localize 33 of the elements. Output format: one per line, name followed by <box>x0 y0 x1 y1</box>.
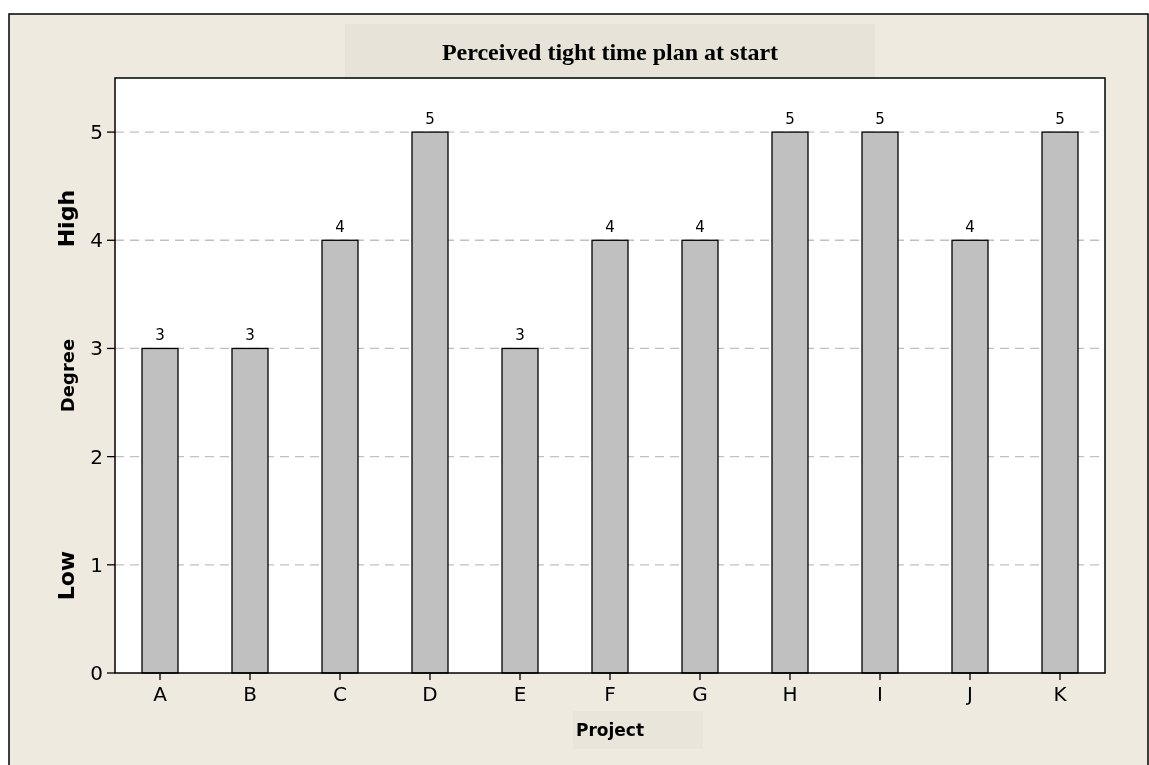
data-label: 4 <box>965 218 975 237</box>
data-label: 5 <box>1055 110 1065 129</box>
y-tick-label: 5 <box>90 120 103 145</box>
data-label: 5 <box>425 110 435 129</box>
data-label: 4 <box>695 218 705 237</box>
text: Low <box>54 550 79 601</box>
x-tick-label: F <box>604 682 616 706</box>
data-label: 3 <box>155 326 165 345</box>
x-tick-label: H <box>782 682 798 706</box>
text: High <box>54 189 79 248</box>
x-tick-label: J <box>965 682 973 706</box>
y-axis-title: Degree <box>57 338 78 413</box>
x-tick-label: I <box>877 682 883 706</box>
data-label: 5 <box>785 110 795 129</box>
data-label: 5 <box>875 110 885 129</box>
y-tick-label: 3 <box>90 336 103 361</box>
x-tick-label: B <box>243 682 257 706</box>
data-label: 4 <box>335 218 345 237</box>
x-tick-label: A <box>153 682 168 706</box>
data-label: 4 <box>605 218 615 237</box>
x-tick-label: E <box>513 682 527 706</box>
y-tick-label: 0 <box>90 661 103 685</box>
x-tick-label: G <box>692 682 708 706</box>
x-tick-label: D <box>422 682 438 706</box>
x-axis-title: Project <box>575 720 645 740</box>
x-tick-label: K <box>1053 682 1068 706</box>
y-tick-label: 2 <box>90 444 103 469</box>
data-label: 3 <box>245 326 255 345</box>
chart-title: Perceived tight time plan at start <box>441 39 779 65</box>
data-label: 3 <box>515 326 525 345</box>
x-tick-label: C <box>333 682 347 706</box>
y-tick-label: 1 <box>90 552 103 577</box>
y-tick-label: 4 <box>90 228 103 253</box>
